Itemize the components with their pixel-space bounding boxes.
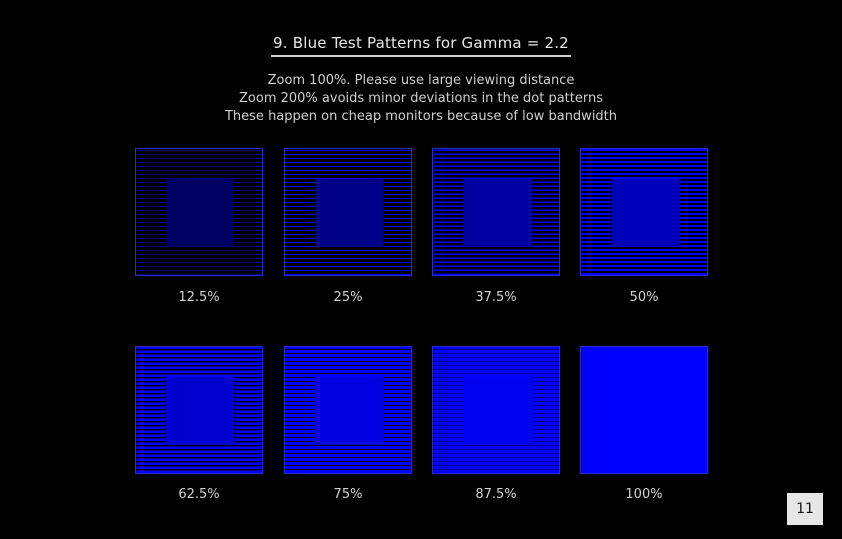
pattern-inner-50 <box>611 179 679 247</box>
pattern-label-62-5: 62.5% <box>178 487 220 502</box>
title-text: 9. Blue Test Patterns for Gamma = 2.2 <box>271 34 571 57</box>
pattern-inner-75 <box>315 377 383 445</box>
pattern-swatch-87-5 <box>432 346 560 474</box>
subtitle-line-1: Zoom 100%. Please use large viewing dist… <box>267 73 575 88</box>
page-number-badge: 11 <box>787 493 823 525</box>
pattern-label-75: 75% <box>333 487 363 502</box>
pattern-label-25: 25% <box>333 290 363 305</box>
pattern-swatch-37-5 <box>432 148 560 276</box>
pattern-inner-25 <box>315 179 383 247</box>
pattern-inner-87-5 <box>463 377 531 445</box>
subtitle-line-3: These happen on cheap monitors because o… <box>224 109 618 124</box>
subtitle-line-2: Zoom 200% avoids minor deviations in the… <box>239 91 603 106</box>
pattern-label-87-5: 87.5% <box>475 487 517 502</box>
pattern-label-50: 50% <box>629 290 659 305</box>
pattern-inner-37-5 <box>463 179 531 247</box>
pattern-swatch-50 <box>580 148 708 276</box>
pattern-label-12-5: 12.5% <box>178 290 220 305</box>
pattern-swatch-62-5 <box>135 346 263 474</box>
pattern-swatch-100 <box>580 346 708 474</box>
pattern-swatch-25 <box>284 148 412 276</box>
pattern-label-100: 100% <box>625 487 663 502</box>
pattern-swatch-75 <box>284 346 412 474</box>
pattern-swatch-12-5 <box>135 148 263 276</box>
pattern-inner-12-5 <box>166 179 234 247</box>
page-title: 9. Blue Test Patterns for Gamma = 2.2 <box>0 34 842 57</box>
pattern-label-37-5: 37.5% <box>475 290 517 305</box>
pattern-inner-62-5 <box>166 377 234 445</box>
pattern-inner-100 <box>611 377 679 445</box>
